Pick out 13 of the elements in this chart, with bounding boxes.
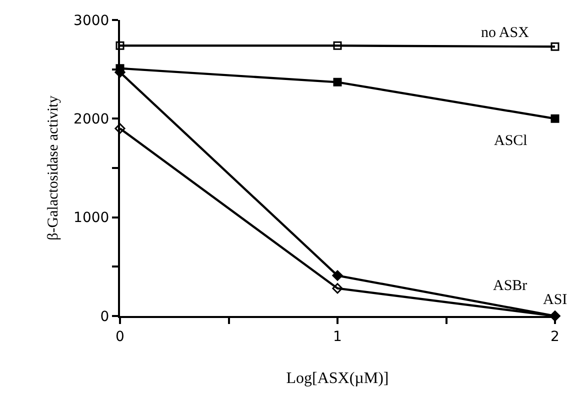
series-label: ASCl: [494, 133, 528, 149]
series-label: no ASX: [481, 25, 530, 41]
x-tick-label: 0: [116, 328, 124, 345]
y-tick-label: 2000: [74, 112, 110, 128]
series-label: ASBr: [493, 278, 528, 294]
x-axis-title: Log[ASX(µM)]: [286, 370, 389, 387]
series-label: ASI: [543, 292, 568, 308]
y-axis-title: β-Galactosidase activity: [45, 95, 62, 240]
x-tick-label: 2: [550, 328, 560, 345]
x-tick-label: 1: [333, 328, 342, 345]
y-tick-label: 0: [100, 308, 110, 325]
y-tick-label: 3000: [74, 12, 110, 29]
y-tick-label: 1000: [74, 210, 110, 226]
